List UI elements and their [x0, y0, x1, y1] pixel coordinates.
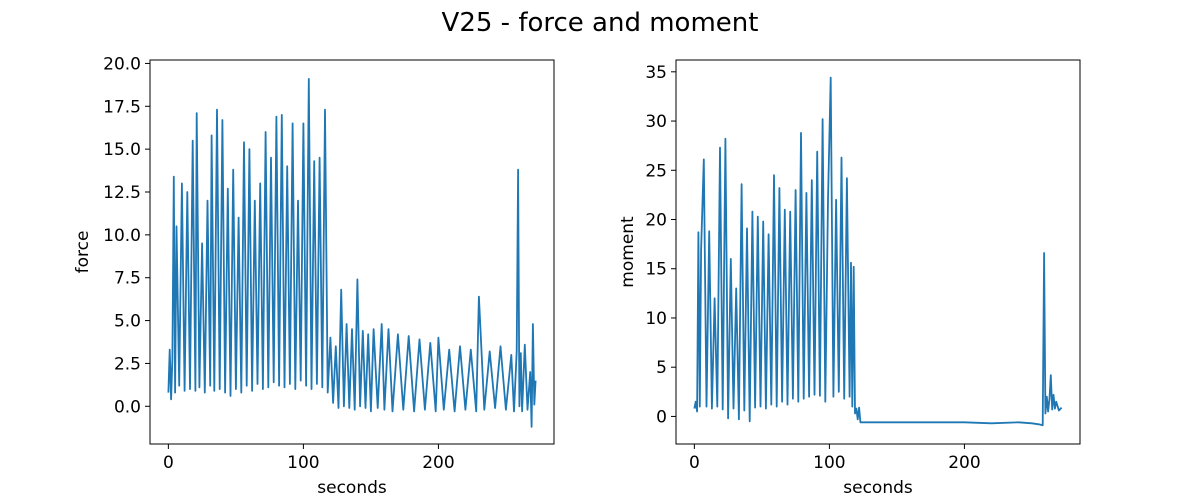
force-xtick-label: 100	[287, 453, 319, 473]
force-ytick-label: 12.5	[103, 183, 141, 203]
force-xtick-label: 200	[422, 453, 454, 473]
force-ytick-label: 15.0	[103, 140, 141, 160]
moment-ytick-label: 10	[645, 309, 667, 329]
force-ytick-label: 7.5	[114, 269, 141, 289]
moment-series-line	[693, 76, 1063, 427]
moment-xtick-label: 0	[689, 453, 700, 473]
moment-ytick-label: 5	[656, 358, 667, 378]
force-ytick-label: 20.0	[103, 54, 141, 74]
figure-title: V25 - force and moment	[442, 8, 759, 38]
force-plot: 0 100 200 0.0 2.5 5.0 7.5 10.0 12.5 15.0 17.5 20.0…	[73, 54, 555, 498]
moment-axes-frame	[675, 59, 1081, 445]
moment-ytick-label: 0	[656, 407, 667, 427]
force-ytick-label: 5.0	[114, 312, 141, 332]
force-series-line	[167, 78, 537, 428]
moment-xtick-label: 200	[948, 453, 980, 473]
moment-ylabel: moment	[618, 216, 638, 288]
moment-ytick-label: 25	[645, 161, 667, 181]
force-axes-frame	[149, 59, 555, 445]
moment-ytick-label: 15	[645, 260, 667, 280]
force-ylabel: force	[73, 231, 93, 274]
force-xlabel: seconds	[317, 478, 387, 498]
moment-plot: 0 100 200 0 5 10 15 20 25 30 35 seconds moment	[618, 59, 1081, 498]
moment-ytick-label: 30	[645, 112, 667, 132]
moment-ytick-label: 35	[645, 63, 667, 83]
moment-xlabel: seconds	[843, 478, 913, 498]
force-ytick-label: 2.5	[114, 354, 141, 374]
force-ytick-label: 10.0	[103, 226, 141, 246]
moment-ytick-label: 20	[645, 211, 667, 231]
moment-xtick-label: 100	[813, 453, 845, 473]
force-ytick-label: 0.0	[114, 397, 141, 417]
force-xtick-label: 0	[163, 453, 174, 473]
force-ytick-label: 17.5	[103, 97, 141, 117]
